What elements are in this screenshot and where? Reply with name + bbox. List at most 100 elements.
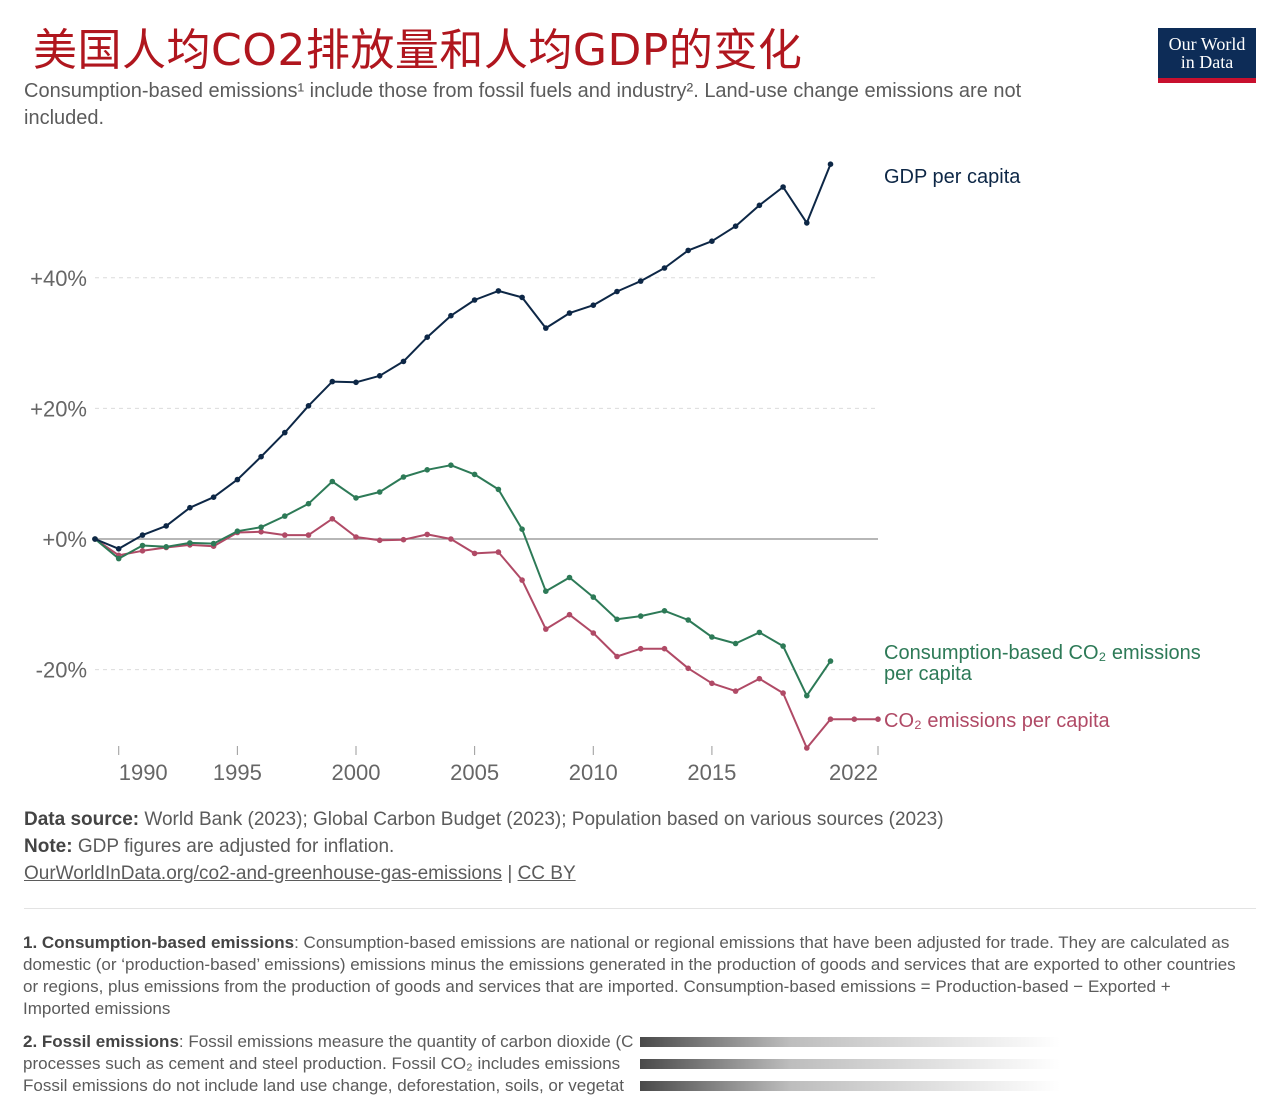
data-point[interactable] [258, 524, 264, 530]
data-point[interactable] [210, 540, 217, 547]
data-point[interactable] [804, 745, 810, 751]
data-point[interactable] [187, 540, 193, 546]
data-point[interactable] [353, 379, 359, 386]
data-point[interactable] [661, 645, 668, 652]
data-point[interactable] [566, 611, 573, 618]
data-point[interactable] [543, 588, 549, 594]
source-link[interactable]: OurWorldInData.org/co2-and-greenhouse-ga… [24, 863, 503, 884]
data-point[interactable] [732, 223, 739, 229]
license-link[interactable]: CC BY [517, 863, 576, 884]
data-point[interactable] [827, 658, 834, 664]
data-point[interactable] [614, 288, 620, 295]
data-point[interactable] [661, 608, 668, 614]
data-point[interactable] [376, 537, 383, 544]
data-point[interactable] [471, 471, 478, 478]
data-point[interactable] [780, 643, 786, 649]
data-point[interactable] [756, 629, 763, 636]
data-point[interactable] [566, 574, 573, 581]
data-point[interactable] [471, 550, 478, 557]
data-point[interactable] [495, 288, 502, 294]
data-point[interactable] [827, 716, 834, 722]
data-point[interactable] [234, 528, 241, 534]
data-point[interactable] [210, 494, 217, 501]
data-point[interactable] [400, 358, 407, 365]
data-point[interactable] [163, 544, 169, 550]
data-point[interactable] [448, 312, 454, 319]
data-point[interactable] [709, 238, 715, 244]
label-consumption-co2-line1[interactable]: Consumption-based CO₂ emissions [884, 642, 1201, 664]
series-line[interactable] [94, 464, 832, 697]
data-point[interactable] [590, 302, 597, 309]
data-point[interactable] [258, 453, 264, 460]
label-gdp-per-capita[interactable]: GDP per capita [884, 166, 1021, 188]
data-point[interactable] [305, 403, 312, 409]
series-line[interactable] [94, 517, 878, 749]
data-point[interactable] [424, 334, 431, 341]
data-point[interactable] [543, 325, 549, 331]
data-point[interactable] [519, 577, 525, 583]
data-point[interactable] [115, 546, 122, 552]
data-point[interactable] [732, 688, 739, 694]
data-point[interactable] [661, 265, 668, 271]
data-point[interactable] [614, 616, 620, 623]
data-point[interactable] [329, 378, 336, 385]
data-point[interactable] [543, 626, 549, 632]
data-point[interactable] [258, 529, 264, 535]
data-point[interactable] [590, 630, 597, 636]
data-point[interactable] [804, 220, 810, 226]
data-point[interactable] [400, 474, 407, 480]
data-point[interactable] [305, 500, 312, 507]
data-point[interactable] [448, 462, 454, 469]
data-point[interactable] [400, 536, 407, 543]
data-point[interactable] [115, 555, 122, 562]
data-point[interactable] [566, 310, 573, 316]
data-point[interactable] [234, 476, 241, 483]
owid-logo[interactable]: Our World in Data [1158, 28, 1256, 83]
data-point[interactable] [495, 549, 502, 555]
data-point[interactable] [709, 680, 715, 687]
data-point[interactable] [804, 692, 810, 699]
data-point[interactable] [732, 640, 739, 647]
data-point[interactable] [92, 536, 98, 542]
data-point[interactable] [329, 516, 336, 522]
data-point[interactable] [780, 690, 786, 696]
label-consumption-co2-line2[interactable]: per capita [884, 663, 973, 685]
data-point[interactable] [282, 532, 288, 538]
data-point[interactable] [495, 486, 502, 493]
data-point[interactable] [780, 184, 786, 190]
data-point[interactable] [376, 373, 383, 379]
data-point[interactable] [424, 467, 431, 473]
data-point[interactable] [756, 202, 763, 209]
label-co2-per-capita[interactable]: CO₂ emissions per capita [884, 710, 1111, 732]
data-point[interactable] [329, 478, 336, 485]
data-point[interactable] [827, 161, 834, 167]
data-point[interactable] [305, 532, 312, 538]
data-point[interactable] [590, 594, 597, 600]
data-point[interactable] [187, 504, 193, 511]
data-point[interactable] [282, 513, 288, 519]
data-point[interactable] [637, 278, 644, 284]
data-point[interactable] [139, 542, 146, 549]
data-point[interactable] [875, 716, 881, 722]
data-point[interactable] [851, 716, 858, 722]
data-point[interactable] [424, 531, 431, 538]
data-point[interactable] [282, 429, 288, 436]
data-point[interactable] [353, 534, 359, 540]
series-line[interactable] [94, 163, 832, 550]
data-point[interactable] [353, 495, 359, 501]
data-point[interactable] [637, 613, 644, 619]
data-point[interactable] [519, 526, 525, 532]
data-point[interactable] [709, 634, 715, 640]
data-point[interactable] [756, 675, 763, 682]
data-point[interactable] [471, 297, 478, 303]
data-point[interactable] [685, 665, 691, 672]
data-point[interactable] [163, 523, 169, 529]
data-point[interactable] [685, 247, 691, 254]
data-point[interactable] [139, 548, 146, 554]
data-point[interactable] [519, 294, 525, 301]
data-point[interactable] [614, 653, 620, 660]
data-point[interactable] [376, 489, 383, 495]
data-point[interactable] [139, 532, 146, 538]
data-point[interactable] [685, 617, 691, 623]
data-point[interactable] [637, 645, 644, 652]
